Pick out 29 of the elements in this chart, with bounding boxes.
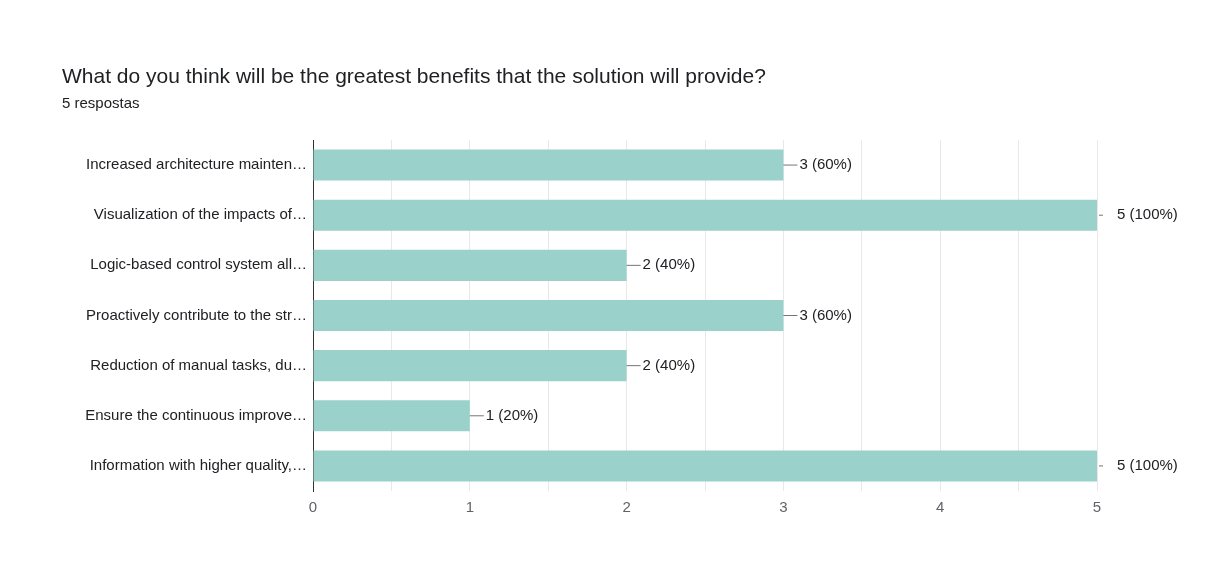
bar bbox=[313, 249, 627, 281]
text: 5 respostas bbox=[61, 93, 141, 111]
y-tick-label: Ensure the continuous improve… bbox=[85, 405, 307, 423]
x-tick-label: 2 bbox=[622, 498, 631, 516]
data-label: 3 (60%) bbox=[799, 155, 852, 173]
x-tick-label: 4 bbox=[936, 498, 945, 516]
x-tick-label: 0 bbox=[308, 498, 318, 516]
chart-title: What do you think will be the greatest benefits that the solution will provide? bbox=[61, 63, 767, 88]
data-label: 2 (40%) bbox=[642, 355, 696, 373]
bar bbox=[313, 199, 1097, 231]
y-tick-label: Increased architecture mainten… bbox=[86, 155, 307, 173]
data-label: 5 (100%) bbox=[1117, 456, 1178, 474]
y-tick-label: Visualization of the impacts of… bbox=[93, 205, 307, 223]
bar bbox=[313, 299, 784, 332]
data-label: 5 (100%) bbox=[1117, 205, 1178, 223]
y-tick-label: Reduction of manual tasks, du… bbox=[90, 355, 307, 373]
bar bbox=[313, 450, 1097, 482]
data-label: 1 (20%) bbox=[485, 405, 539, 423]
bar bbox=[313, 149, 784, 181]
y-tick-label: Information with higher quality,… bbox=[89, 456, 307, 474]
x-tick-label: 1 bbox=[465, 498, 474, 516]
bar bbox=[313, 400, 470, 432]
x-tick-label: 3 bbox=[779, 498, 788, 516]
bar bbox=[313, 350, 627, 382]
y-tick-label: Logic-based control system all… bbox=[90, 255, 307, 273]
x-tick-label: 5 bbox=[1092, 498, 1102, 516]
y-tick-label: Proactively contribute to the str… bbox=[86, 305, 307, 323]
data-label: 3 (60%) bbox=[799, 305, 852, 323]
data-label: 2 (40%) bbox=[642, 255, 696, 273]
